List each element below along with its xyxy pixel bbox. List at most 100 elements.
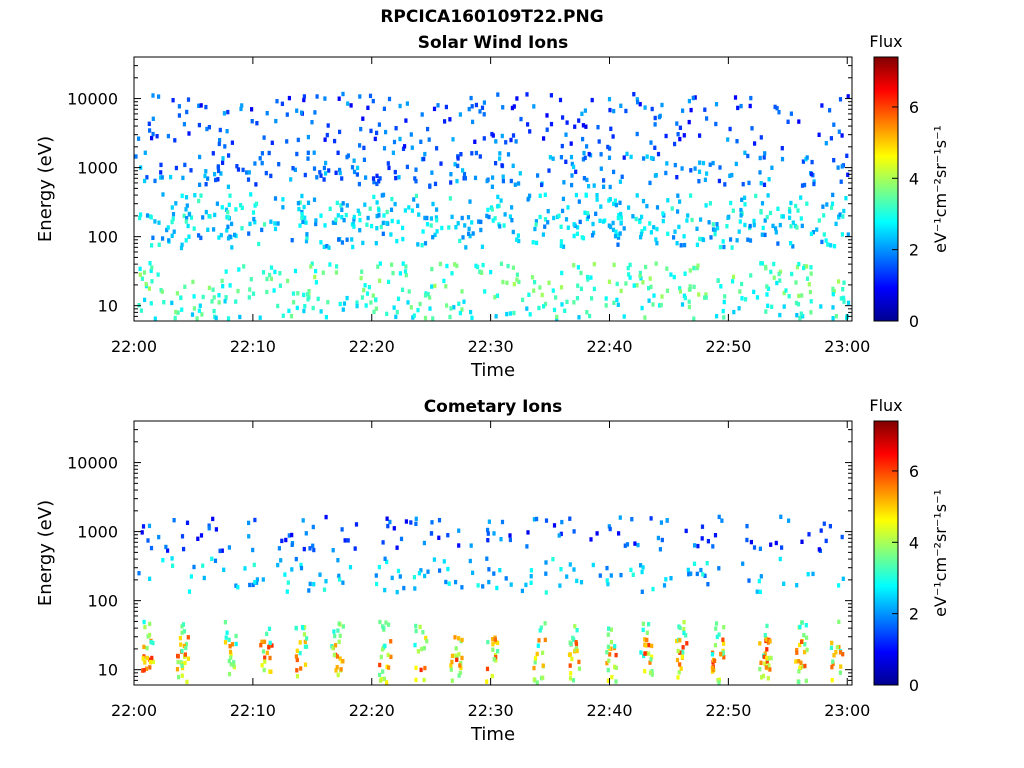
data-cell: [758, 589, 762, 595]
data-cell: [298, 223, 302, 228]
data-cell: [410, 145, 414, 150]
data-cell: [678, 662, 682, 667]
data-cell: [579, 270, 583, 276]
data-cell: [645, 637, 649, 643]
data-cell: [199, 533, 204, 538]
data-cell: [707, 220, 711, 225]
data-cell: [363, 283, 367, 288]
data-cell: [214, 527, 218, 532]
data-cell: [560, 302, 564, 307]
data-cell: [312, 150, 316, 155]
data-cell: [236, 167, 241, 172]
data-cell: [324, 171, 328, 176]
data-cell: [669, 272, 673, 277]
data-cell: [260, 639, 264, 644]
data-cell: [589, 275, 593, 280]
data-cell: [574, 169, 578, 174]
data-cell: [369, 128, 373, 134]
data-cell: [616, 232, 620, 237]
data-cell: [838, 650, 843, 655]
data-cell: [688, 287, 692, 292]
data-cell: [309, 264, 313, 269]
data-cell: [812, 179, 816, 184]
data-cell: [568, 652, 572, 657]
data-cell: [651, 156, 655, 161]
data-cell: [487, 214, 491, 220]
data-cell: [506, 263, 510, 269]
data-cell: [242, 264, 246, 269]
data-cell: [692, 561, 697, 566]
data-cell: [648, 670, 653, 675]
data-cell: [403, 269, 408, 274]
data-cell: [306, 150, 310, 155]
data-cell: [619, 220, 623, 225]
data-cell: [332, 629, 336, 634]
data-cell: [762, 155, 766, 160]
data-cell: [633, 541, 637, 546]
data-cell: [722, 655, 726, 660]
data-cell: [590, 233, 595, 238]
data-cell: [336, 672, 340, 678]
data-cell: [656, 535, 660, 541]
data-cell: [310, 120, 314, 125]
data-cell: [660, 102, 664, 108]
data-cell: [262, 222, 267, 227]
data-cell: [543, 637, 547, 643]
colorbar-tick-label: 0: [909, 312, 919, 331]
data-cell: [520, 588, 524, 594]
data-cell: [744, 297, 748, 302]
data-cell: [801, 314, 805, 319]
data-cell: [236, 585, 240, 590]
data-cell: [795, 647, 799, 653]
data-cell: [571, 635, 575, 641]
data-cell: [635, 131, 639, 137]
data-cell: [526, 122, 530, 127]
data-cell: [306, 297, 310, 302]
data-cell: [177, 113, 181, 118]
data-cell: [645, 154, 649, 159]
data-cell: [296, 137, 300, 143]
data-cell: [296, 201, 300, 206]
data-cell: [650, 672, 654, 677]
data-cell: [206, 227, 210, 232]
data-cell: [331, 548, 335, 553]
data-cell: [491, 175, 495, 180]
data-cell: [618, 179, 622, 184]
data-cell: [335, 654, 339, 659]
data-cell: [614, 679, 618, 684]
data-cell: [285, 112, 289, 117]
data-cell: [421, 229, 425, 234]
data-cell: [169, 174, 173, 180]
data-cell: [752, 222, 756, 228]
data-cell: [460, 655, 464, 661]
data-cell: [277, 162, 281, 167]
data-cell: [396, 219, 400, 225]
data-cell: [741, 182, 745, 187]
data-cell: [713, 231, 717, 237]
data-cell: [501, 178, 505, 184]
data-cell: [651, 302, 655, 307]
data-cell: [766, 676, 770, 681]
data-cell: [331, 220, 335, 225]
data-cell: [711, 544, 715, 549]
y-tick-label: 10000: [67, 454, 118, 473]
data-cell: [510, 205, 514, 210]
data-cell: [303, 625, 307, 630]
data-cell: [157, 242, 161, 247]
data-cell: [479, 227, 483, 233]
data-cell: [480, 244, 484, 249]
y-tick-label: 100: [87, 592, 118, 611]
data-cell: [386, 622, 391, 627]
data-cell: [409, 305, 413, 310]
data-cell: [143, 660, 147, 665]
data-cell: [449, 172, 453, 177]
data-cell: [494, 161, 498, 166]
data-cell: [322, 177, 326, 182]
data-cell: [204, 169, 208, 174]
data-cell: [192, 306, 196, 311]
data-cell: [174, 165, 178, 171]
data-cell: [693, 95, 697, 100]
data-cell: [223, 299, 227, 304]
data-cell: [805, 201, 809, 206]
data-cell: [137, 136, 141, 141]
